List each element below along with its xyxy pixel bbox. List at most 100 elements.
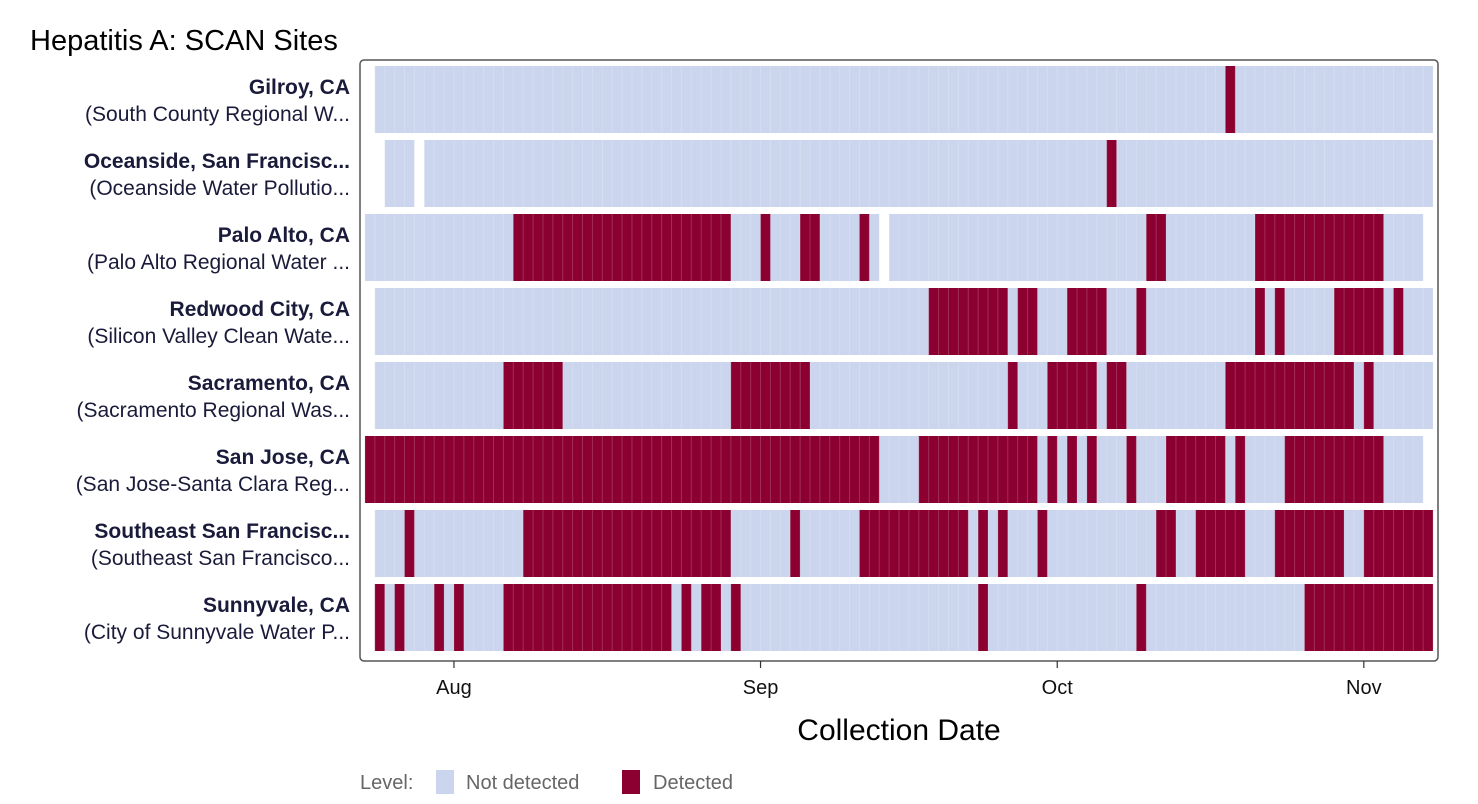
site-name-label: Gilroy, CA [249, 76, 350, 99]
detected-cell [1393, 288, 1404, 355]
site-labels: Gilroy, CA (South County Regional W... Oce… [76, 76, 350, 644]
detected-cell [701, 584, 721, 651]
sampled-band [424, 140, 603, 207]
chart-title: Hepatitis A: SCAN Sites [30, 25, 338, 57]
detected-cell [1067, 436, 1078, 503]
detected-cell [1047, 436, 1058, 503]
site-name-label: Oceanside, San Francisc... [84, 150, 350, 173]
detected-cell [1363, 510, 1434, 577]
detected-cell [503, 362, 563, 429]
site-plant-label: (Silicon Valley Clean Wate... [87, 325, 350, 348]
detected-cell [523, 510, 731, 577]
detected-cell [997, 510, 1008, 577]
detected-cell [1284, 436, 1384, 503]
site-name-label: Sunnyvale, CA [203, 594, 350, 617]
site-row [384, 140, 1434, 207]
plot-rows [364, 66, 1434, 651]
legend-swatch-detected [622, 770, 640, 794]
site-row [374, 584, 1434, 651]
detected-cell [1255, 288, 1265, 355]
x-tick-label: Oct [1042, 677, 1074, 699]
x-tick-label: Nov [1346, 677, 1382, 699]
detected-cell [681, 584, 692, 651]
site-name-label: Redwood City, CA [170, 298, 350, 321]
detected-cell [859, 214, 870, 281]
detected-cell [404, 510, 415, 577]
legend-swatch-not-detected [436, 770, 454, 794]
sampled-band [800, 140, 1325, 207]
detected-cell [1067, 288, 1107, 355]
site-name-label: Palo Alto, CA [218, 224, 350, 247]
detected-cell [1363, 362, 1374, 429]
day-grid [364, 66, 1434, 651]
detected-cell [394, 584, 405, 651]
detected-cell [928, 288, 1008, 355]
detected-cell [1037, 510, 1048, 577]
site-row [364, 214, 1424, 281]
site-name-label: San Jose, CA [216, 446, 350, 469]
detected-cell [859, 510, 969, 577]
detected-cell [800, 362, 810, 429]
detected-cell [1017, 288, 1038, 355]
detected-cell [1274, 288, 1285, 355]
detected-cell [1255, 214, 1384, 281]
sampled-band [1324, 140, 1434, 207]
detected-cell [1047, 362, 1097, 429]
site-plant-label: (Sacramento Regional Was... [76, 399, 350, 422]
detected-cell [790, 510, 801, 577]
site-row [374, 362, 1434, 429]
detected-cell [1156, 510, 1176, 577]
plot-frame [359, 59, 1439, 662]
site-plant-label: (Oceanside Water Pollutio... [89, 177, 350, 200]
detected-cell [1086, 436, 1097, 503]
detected-cell [918, 436, 1038, 503]
detected-cell [730, 362, 801, 429]
legend-label-not-detected: Not detected [466, 772, 579, 794]
legend-label-detected: Detected [653, 772, 733, 794]
detected-cell [503, 584, 672, 651]
detected-cell [1274, 510, 1345, 577]
site-plant-label: (Southeast San Francisco... [91, 547, 350, 570]
site-plant-label: (Palo Alto Regional Water ... [87, 251, 350, 274]
legend-title: Level: [360, 772, 413, 794]
x-tick-label: Sep [743, 677, 779, 699]
detected-cell [760, 214, 771, 281]
detected-cell [374, 584, 385, 651]
x-tick-label: Aug [436, 677, 472, 699]
detected-cell [1136, 584, 1147, 651]
detected-cell [1195, 510, 1246, 577]
detected-cell [800, 214, 820, 281]
site-plant-label: (City of Sunnyvale Water P... [84, 621, 350, 644]
detected-cell [1166, 436, 1226, 503]
site-row [374, 66, 1434, 133]
detected-cell [978, 584, 989, 651]
detected-cell [434, 584, 445, 651]
sampled-band [374, 66, 1434, 133]
x-axis: Aug Sep Oct Nov [436, 661, 1382, 699]
detected-cell [1146, 214, 1167, 281]
site-plant-label: (San Jose-Santa Clara Reg... [76, 473, 350, 496]
site-name-label: Sacramento, CA [188, 372, 350, 395]
detected-cell [1136, 288, 1147, 355]
site-name-label: Southeast San Francisc... [94, 520, 350, 543]
sampled-band [602, 140, 801, 207]
x-axis-title: Collection Date [797, 714, 1000, 747]
detected-cell [1235, 436, 1246, 503]
detected-cell [1304, 584, 1434, 651]
detected-cell [1106, 140, 1117, 207]
detected-cell [453, 584, 464, 651]
detected-cell [364, 436, 880, 503]
detected-cell [1225, 66, 1236, 133]
site-row [374, 288, 1434, 355]
detected-cell [1106, 362, 1127, 429]
detected-cell [513, 214, 721, 281]
detected-cell [730, 584, 741, 651]
detected-cell [1126, 436, 1137, 503]
site-row [374, 510, 1434, 577]
site-plant-label: (South County Regional W... [85, 103, 350, 126]
detected-cell [1007, 362, 1018, 429]
detected-cell [1334, 288, 1384, 355]
detected-cell [1225, 362, 1354, 429]
legend: Level: Not detected Detected [360, 770, 733, 794]
